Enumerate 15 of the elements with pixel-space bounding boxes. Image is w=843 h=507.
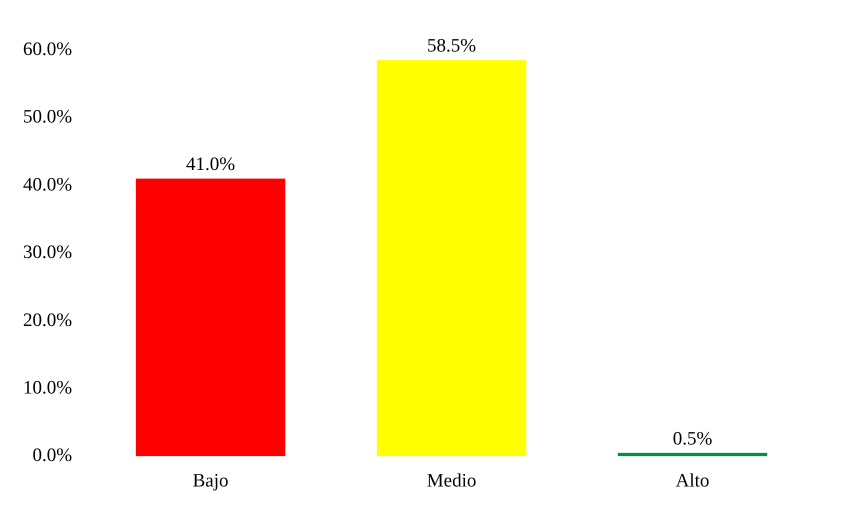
y-tick-label: 30.0% [23, 242, 72, 264]
x-tick-label: Alto [676, 470, 710, 492]
data-label: 41.0% [186, 154, 236, 176]
y-tick-label: 20.0% [23, 310, 72, 331]
bar [376, 60, 526, 456]
data-label: 58.5% [427, 36, 476, 57]
x-tick-label: Bajo [192, 470, 229, 492]
y-tick-label: 60.0% [23, 38, 72, 60]
bar [136, 178, 286, 456]
y-tick-label: 40.0% [23, 174, 72, 196]
y-tick-label: 50.0% [23, 106, 72, 128]
y-tick-label: 0.0% [32, 445, 72, 466]
y-tick-label: 10.0% [23, 377, 72, 398]
data-label: 0.5% [672, 428, 712, 450]
x-tick-label: Medio [426, 470, 476, 492]
